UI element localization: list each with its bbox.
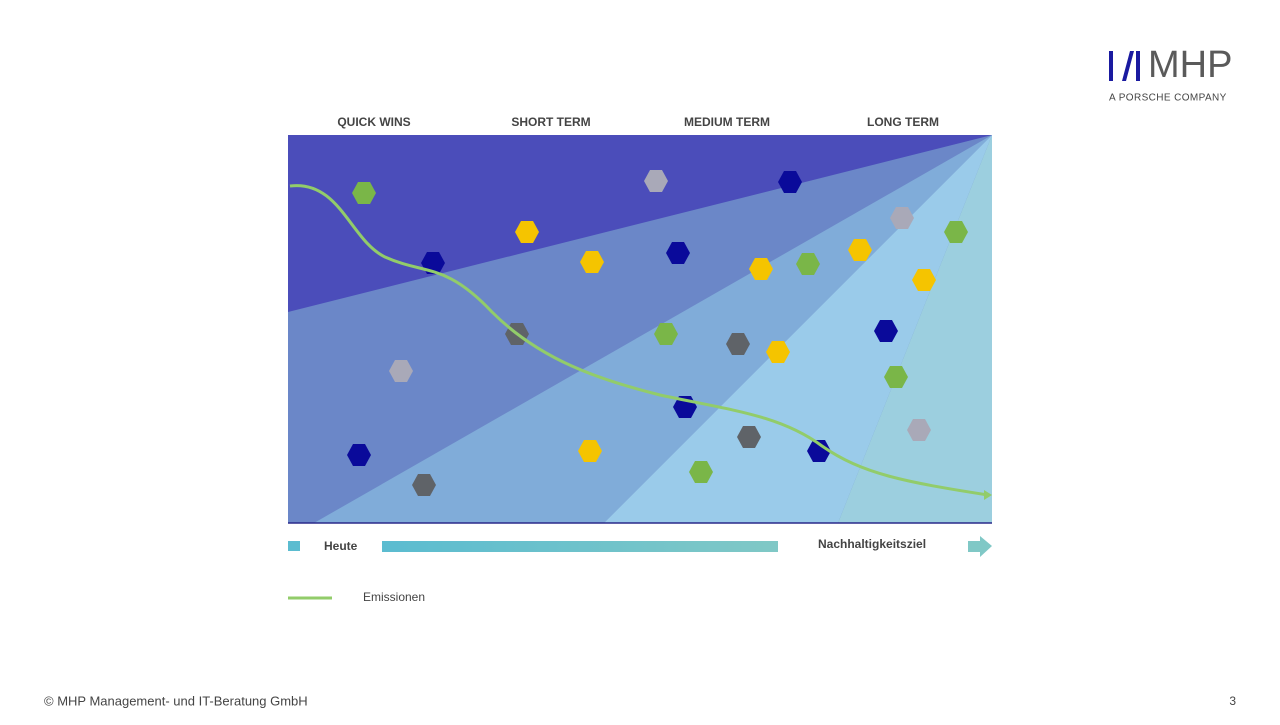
logo: MHP A PORSCHE COMPANY <box>1109 44 1232 104</box>
timeline-start: Heute <box>324 539 358 553</box>
phase-label: QUICK WINS <box>337 115 410 129</box>
measure-hexagon <box>412 474 436 496</box>
footer-copyright: © MHP Management- und IT-Beratung GmbH <box>44 693 308 708</box>
timeline-bar <box>382 541 778 552</box>
measure-hexagon <box>578 440 602 462</box>
page-number: 3 <box>1229 694 1236 708</box>
measure-hexagon <box>352 182 376 204</box>
measure-hexagon <box>347 444 371 466</box>
measure-hexagon <box>778 171 802 193</box>
measure-hexagon <box>644 170 668 192</box>
measure-hexagon <box>944 221 968 243</box>
phase-label: MEDIUM TERM <box>684 115 770 129</box>
measures <box>347 170 968 496</box>
emission-curve <box>289 184 989 497</box>
timeline-start-marker <box>288 541 300 551</box>
measure-hexagon <box>580 251 604 273</box>
logo-text: MHP <box>1148 44 1232 86</box>
measure-hexagon <box>749 258 773 280</box>
measure-hexagon <box>807 440 831 462</box>
measure-hexagon <box>890 207 914 229</box>
measure-hexagon <box>848 239 872 261</box>
timeline-end: Nachhaltigkeitsziel <box>818 537 926 551</box>
measure-hexagon <box>515 221 539 243</box>
curve-arrow <box>984 490 992 500</box>
background-bands <box>288 135 992 524</box>
measure-hexagon <box>907 419 931 441</box>
measure-hexagon <box>874 320 898 342</box>
measure-hexagon <box>737 426 761 448</box>
measure-hexagon <box>912 269 936 291</box>
measure-hexagon <box>884 366 908 388</box>
logo-tagline: A PORSCHE COMPANY <box>1109 93 1227 104</box>
measure-hexagon <box>689 461 713 483</box>
measure-hexagon <box>726 333 750 355</box>
measure-hexagon <box>766 341 790 363</box>
measure-hexagon <box>796 253 820 275</box>
measure-hexagon <box>654 323 678 345</box>
measure-hexagon <box>666 242 690 264</box>
timeline-arrow <box>968 536 992 557</box>
phase-label: LONG TERM <box>867 115 939 129</box>
measure-hexagon <box>389 360 413 382</box>
legend-label: Emissionen <box>363 590 425 604</box>
phase-label: SHORT TERM <box>511 115 590 129</box>
